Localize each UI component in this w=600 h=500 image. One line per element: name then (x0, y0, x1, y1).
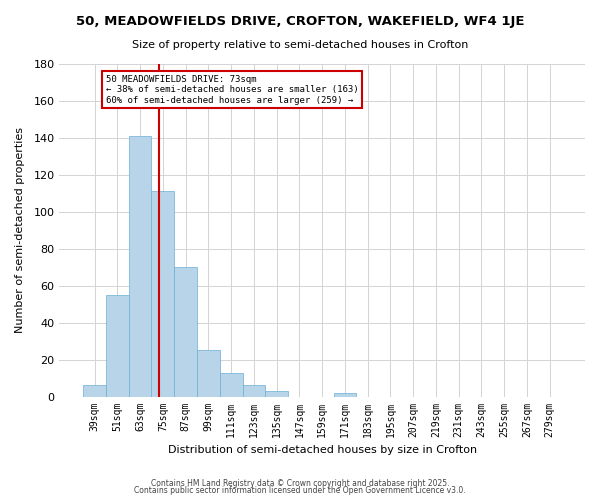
Bar (174, 267, 197, 396)
Bar (242, 386, 265, 396)
Text: Contains public sector information licensed under the Open Government Licence v3: Contains public sector information licen… (134, 486, 466, 495)
Bar (334, 393, 356, 396)
Bar (220, 372, 242, 396)
Text: Contains HM Land Registry data © Crown copyright and database right 2025.: Contains HM Land Registry data © Crown c… (151, 478, 449, 488)
Bar (106, 295, 129, 396)
Text: 50, MEADOWFIELDS DRIVE, CROFTON, WAKEFIELD, WF4 1JE: 50, MEADOWFIELDS DRIVE, CROFTON, WAKEFIE… (76, 15, 524, 28)
Bar (265, 391, 288, 396)
Bar (83, 386, 106, 396)
Text: Size of property relative to semi-detached houses in Crofton: Size of property relative to semi-detach… (132, 40, 468, 50)
X-axis label: Distribution of semi-detached houses by size in Crofton: Distribution of semi-detached houses by … (167, 445, 477, 455)
Bar (197, 350, 220, 397)
Bar (151, 192, 174, 396)
Y-axis label: Number of semi-detached properties: Number of semi-detached properties (15, 128, 25, 334)
Bar (129, 136, 151, 396)
Text: 50 MEADOWFIELDS DRIVE: 73sqm
← 38% of semi-detached houses are smaller (163)
60%: 50 MEADOWFIELDS DRIVE: 73sqm ← 38% of se… (106, 75, 359, 105)
